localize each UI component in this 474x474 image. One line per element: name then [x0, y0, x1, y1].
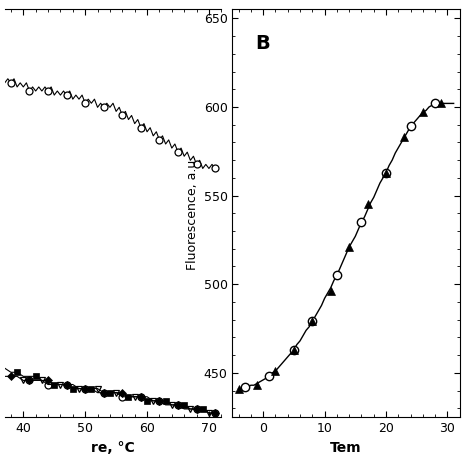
X-axis label: Tem: Tem: [330, 440, 362, 455]
Y-axis label: Fluorescence, a.u.: Fluorescence, a.u.: [186, 156, 200, 271]
Text: B: B: [255, 34, 270, 53]
X-axis label: re, °C: re, °C: [91, 440, 135, 455]
